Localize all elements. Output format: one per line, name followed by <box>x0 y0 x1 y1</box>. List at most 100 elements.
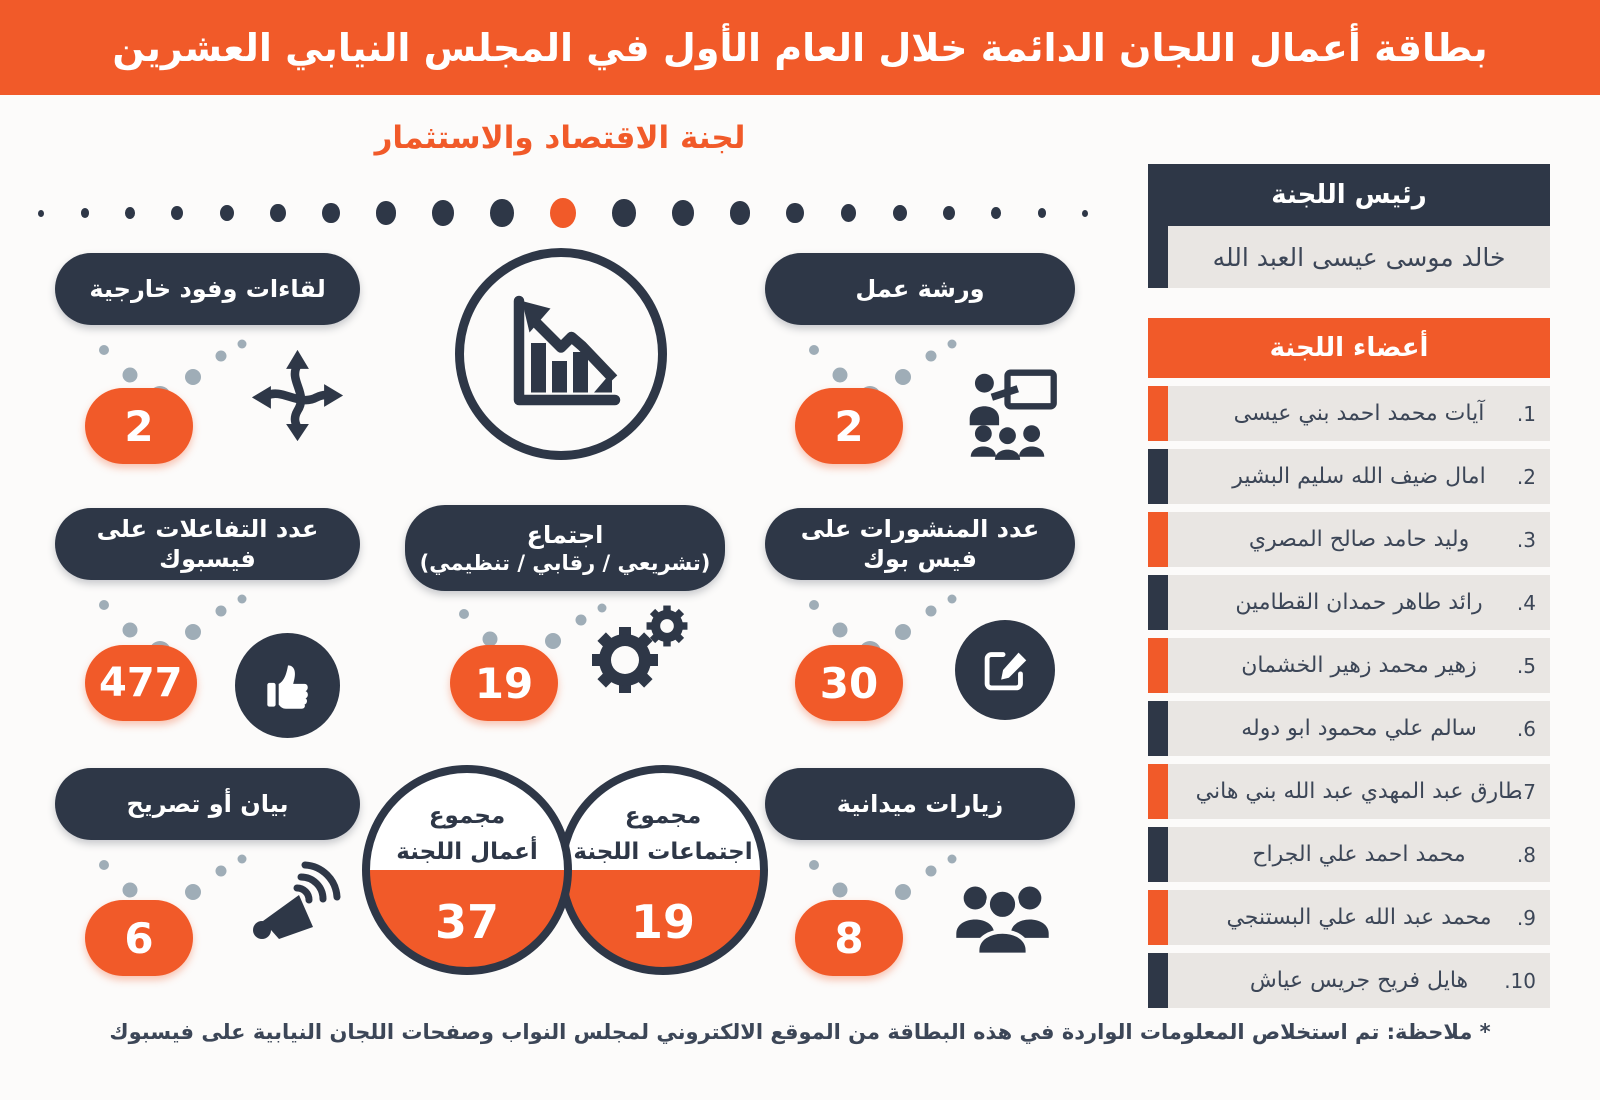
member-number: .4 <box>1516 590 1536 615</box>
progress-dot <box>38 209 45 217</box>
progress-dot <box>269 203 286 223</box>
progress-dot <box>322 202 340 224</box>
member-number: .3 <box>1516 527 1536 552</box>
member-name-cell: محمد احمد علي الجراح .8 <box>1168 827 1550 882</box>
member-side-strip <box>1148 890 1168 945</box>
member-side-strip <box>1148 764 1168 819</box>
stat-label: عدد التفاعلات على فيسبوك <box>96 515 319 573</box>
member-name-cell: هايل فريح جريس عياش .10 <box>1168 953 1550 1008</box>
stat-value-badge: 477 <box>85 645 197 721</box>
totals-circles: مجموع اجتماعات اللجنة 19 مجموع أعمال الل… <box>360 765 785 980</box>
member-name: امال ضيف الله سليم البشير <box>1232 464 1486 489</box>
total-meetings-label: مجموع اجتماعات اللجنة <box>573 803 753 865</box>
member-side-strip <box>1148 386 1168 441</box>
progress-dot <box>672 200 694 226</box>
member-side-strip <box>1148 449 1168 504</box>
member-name: محمد احمد علي الجراح <box>1252 842 1466 867</box>
stat-value-badge: 8 <box>795 900 903 976</box>
committee-panel: رئيس اللجنة خالد موسى عيسى العبد الله أع… <box>1148 164 1550 1008</box>
member-row: رائد طاهر حمدان القطامين .4 <box>1148 575 1550 630</box>
header-bar: بطاقة أعمال اللجان الدائمة خلال العام ال… <box>0 0 1600 95</box>
member-name: رائد طاهر حمدان القطامين <box>1235 590 1483 615</box>
progress-dot <box>840 203 857 223</box>
stat-label-pill: عدد المنشورات على فيس بوك <box>765 508 1075 580</box>
progress-dot <box>80 208 89 218</box>
presentation-icon <box>955 358 1060 467</box>
stat-label-pill: زيارات ميدانية <box>765 768 1075 840</box>
stat-card-workshop: ورشة عمل 2 <box>765 253 1075 483</box>
chair-row: خالد موسى عيسى العبد الله <box>1148 226 1550 288</box>
chair-header: رئيس اللجنة <box>1148 164 1550 226</box>
chair-name: خالد موسى عيسى العبد الله <box>1168 226 1550 288</box>
member-row: محمد احمد علي الجراح .8 <box>1148 827 1550 882</box>
progress-dot <box>219 204 234 222</box>
member-number: .9 <box>1516 905 1536 930</box>
stat-label-pill: اجتماع (تشريعي / رقابي / تنظيمي) <box>405 505 725 591</box>
stat-card-facebook-interactions: عدد التفاعلات على فيسبوك 477 <box>55 508 360 743</box>
progress-dot <box>730 201 750 225</box>
stat-card-external-meetings: لقاءات وفود خارجية 2 <box>55 253 360 483</box>
stat-value: 19 <box>474 658 534 708</box>
committee-name-subtitle: لجنة الاقتصاد والاستثمار <box>374 120 746 156</box>
progress-dot <box>376 201 396 225</box>
stat-label: ورشة عمل <box>855 275 985 303</box>
stat-value: 477 <box>99 660 183 706</box>
stat-value: 8 <box>834 913 864 963</box>
stat-label: زيارات ميدانية <box>836 790 1004 818</box>
stat-card-meetings: اجتماع (تشريعي / رقابي / تنظيمي) 19 <box>405 505 725 743</box>
member-name-cell: زهير محمد زهير الخشمان .5 <box>1168 638 1550 693</box>
stat-value: 30 <box>819 658 879 708</box>
progress-dot <box>125 207 135 219</box>
edit-post-icon <box>955 620 1055 720</box>
member-side-strip <box>1148 575 1168 630</box>
bar-chart-trend-icon <box>486 277 636 431</box>
member-name: وليد حامد صالح المصري <box>1248 527 1470 552</box>
chair-side-strip <box>1148 226 1168 288</box>
thumbs-up-icon <box>235 633 340 738</box>
members-list: آيات محمد احمد بني عيسى .1 امال ضيف الله… <box>1148 386 1550 1008</box>
member-side-strip <box>1148 512 1168 567</box>
member-name: سالم علي محمود ابو دوله <box>1241 716 1477 741</box>
member-number: .2 <box>1516 464 1536 489</box>
member-name: آيات محمد احمد بني عيسى <box>1233 401 1485 426</box>
stat-label: عدد المنشورات على فيس بوك <box>800 515 1040 573</box>
member-number: .1 <box>1516 401 1536 426</box>
member-number: .6 <box>1516 716 1536 741</box>
stat-card-statement: بيان أو تصريح 6 <box>55 768 360 993</box>
member-name-cell: محمد عبد الله علي البستنجي .9 <box>1168 890 1550 945</box>
progress-dots <box>38 196 1088 230</box>
members-header: أعضاء اللجنة <box>1148 318 1550 378</box>
footnote: * ملاحظة: تم استخلاص المعلومات الواردة ف… <box>109 1020 1491 1044</box>
stat-card-facebook-posts: عدد المنشورات على فيس بوك 30 <box>765 508 1075 743</box>
gears-icon <box>578 597 696 707</box>
people-group-icon <box>950 856 1055 965</box>
total-meetings-value: 19 <box>630 895 695 949</box>
member-name-cell: امال ضيف الله سليم البشير .2 <box>1168 449 1550 504</box>
member-name: زهير محمد زهير الخشمان <box>1241 653 1477 678</box>
stat-value-badge: 19 <box>450 645 558 721</box>
member-name: هايل فريح جريس عياش <box>1249 968 1469 993</box>
stat-label-line2: (تشريعي / رقابي / تنظيمي) <box>419 550 711 575</box>
stat-label-pill: بيان أو تصريح <box>55 768 360 840</box>
stat-value: 6 <box>124 913 154 963</box>
total-works-label: مجموع أعمال اللجنة <box>396 803 538 865</box>
stat-value-badge: 2 <box>795 388 903 464</box>
member-row: سالم علي محمود ابو دوله .6 <box>1148 701 1550 756</box>
page-title: بطاقة أعمال اللجان الدائمة خلال العام ال… <box>112 25 1488 70</box>
member-number: .7 <box>1516 779 1536 804</box>
stat-label: لقاءات وفود خارجية <box>89 275 326 303</box>
stat-label-pill: عدد التفاعلات على فيسبوك <box>55 508 360 580</box>
stat-value-badge: 6 <box>85 900 193 976</box>
stat-label-pill: لقاءات وفود خارجية <box>55 253 360 325</box>
member-number: .10 <box>1504 968 1536 993</box>
megaphone-icon <box>245 853 345 957</box>
member-side-strip <box>1148 953 1168 1008</box>
progress-dot <box>1082 209 1088 217</box>
member-number: .8 <box>1516 842 1536 867</box>
member-row: محمد عبد الله علي البستنجي .9 <box>1148 890 1550 945</box>
progress-dot <box>432 200 454 226</box>
progress-dot <box>943 206 955 220</box>
progress-dot <box>786 202 805 224</box>
member-name-cell: وليد حامد صالح المصري .3 <box>1168 512 1550 567</box>
